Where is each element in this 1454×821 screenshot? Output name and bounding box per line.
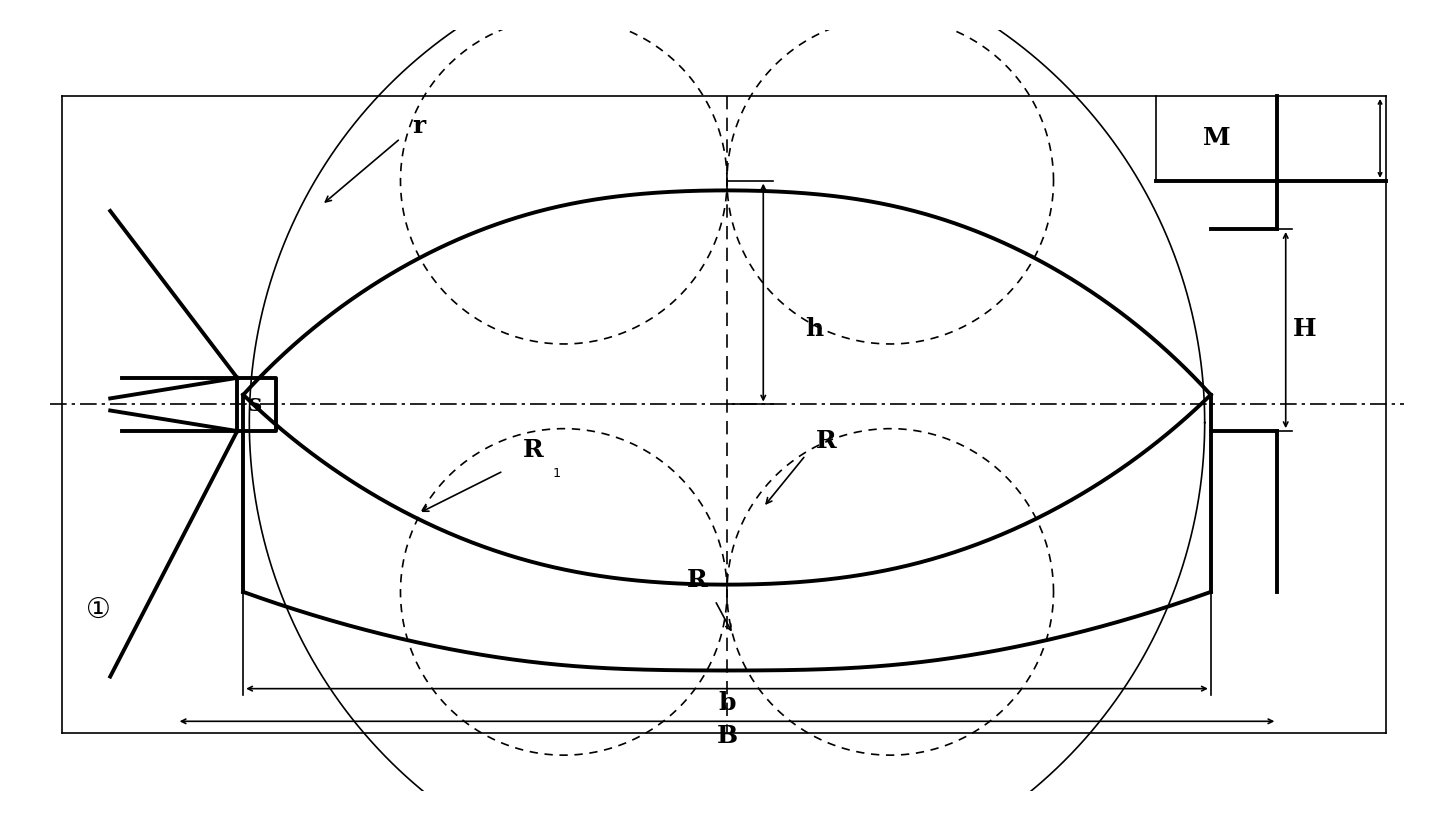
Text: b: b <box>718 691 736 715</box>
Text: M: M <box>1202 126 1230 150</box>
Text: ①: ① <box>86 596 111 624</box>
Text: B: B <box>717 724 737 748</box>
Text: $_1$: $_1$ <box>551 462 561 480</box>
Text: h: h <box>806 318 823 342</box>
Text: R: R <box>816 429 836 452</box>
Text: s: s <box>249 392 262 416</box>
Text: R: R <box>523 438 544 462</box>
Text: H: H <box>1293 318 1317 342</box>
Text: r: r <box>411 114 425 138</box>
Text: R: R <box>686 568 707 592</box>
